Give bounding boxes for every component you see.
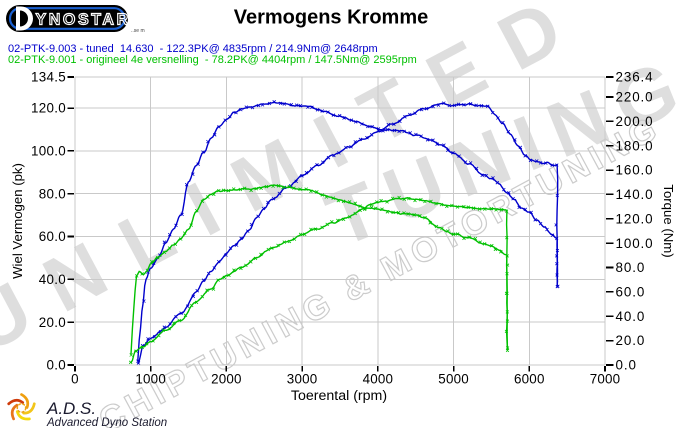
svg-text:20.0: 20.0: [39, 315, 66, 330]
svg-text:140.0: 140.0: [616, 187, 654, 202]
svg-text:Advanced Dyno Station: Advanced Dyno Station: [46, 417, 167, 428]
svg-text:7000: 7000: [590, 372, 621, 387]
svg-text:0.0: 0.0: [616, 358, 637, 373]
svg-text:120.0: 120.0: [616, 211, 654, 226]
svg-text:02-PTK-9.001 - origineel 4e ve: 02-PTK-9.001 - origineel 4e versnelling …: [8, 54, 417, 66]
svg-text:2000: 2000: [211, 372, 242, 387]
svg-text:Vermogens Kromme: Vermogens Kromme: [234, 7, 429, 29]
svg-text:Torque (Nm): Torque (Nm): [661, 184, 676, 257]
svg-text:4000: 4000: [363, 372, 394, 387]
svg-text:60.0: 60.0: [39, 229, 66, 244]
svg-text:5000: 5000: [438, 372, 469, 387]
svg-text:40.0: 40.0: [39, 272, 66, 287]
svg-text:180.0: 180.0: [616, 138, 654, 153]
svg-text:0.0: 0.0: [46, 358, 66, 373]
svg-text:134.5: 134.5: [31, 70, 66, 85]
svg-text:..se m: ..se m: [131, 28, 145, 34]
svg-text:0: 0: [71, 372, 79, 387]
svg-text:1000: 1000: [135, 372, 166, 387]
svg-text:200.0: 200.0: [616, 114, 654, 129]
svg-text:02-PTK-9.003 - tuned 14.630: 02-PTK-9.003 - tuned 14.630 - 122.3PK@ 4…: [8, 43, 378, 55]
svg-text:60.0: 60.0: [616, 285, 646, 300]
svg-text:236.4: 236.4: [616, 70, 654, 85]
svg-text:120.0: 120.0: [31, 101, 66, 116]
svg-text:Toerental (rpm): Toerental (rpm): [291, 388, 387, 404]
svg-text:3000: 3000: [287, 372, 318, 387]
svg-text:40.0: 40.0: [616, 309, 646, 324]
svg-text:100.0: 100.0: [616, 236, 654, 251]
svg-text:80.0: 80.0: [39, 186, 66, 201]
svg-text:160.0: 160.0: [616, 163, 654, 178]
svg-text:Wiel Vermogen (pk): Wiel Vermogen (pk): [10, 163, 25, 279]
svg-text:20.0: 20.0: [616, 333, 646, 348]
svg-text:100.0: 100.0: [31, 144, 66, 159]
svg-text:80.0: 80.0: [616, 260, 646, 275]
svg-text:YNOSTAR: YNOSTAR: [36, 12, 131, 29]
svg-text:A.D.S.: A.D.S.: [46, 399, 96, 418]
svg-text:220.0: 220.0: [616, 90, 654, 105]
svg-text:6000: 6000: [514, 372, 545, 387]
